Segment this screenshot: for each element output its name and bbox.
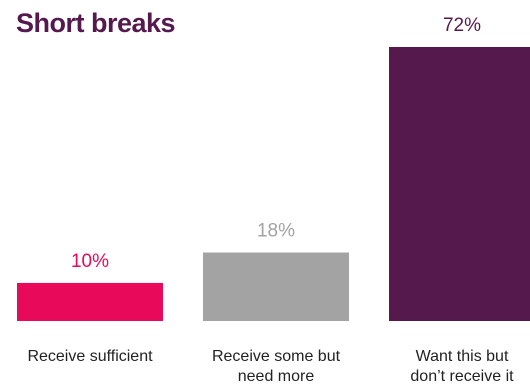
category-label-3-line-2: don’t receive it xyxy=(410,368,514,385)
value-label-2: 18% xyxy=(257,221,295,242)
category-label-3-line-1: Want this but xyxy=(416,348,509,365)
category-label-2-line-2: need more xyxy=(238,368,315,385)
bar-2 xyxy=(203,252,349,321)
category-label-1-line-1: Receive sufficient xyxy=(27,348,153,365)
bar-3 xyxy=(389,47,530,321)
value-label-1: 10% xyxy=(71,251,109,272)
chart-title: Short breaks xyxy=(16,8,176,38)
category-label-2-line-1: Receive some but xyxy=(212,348,341,365)
bar-1 xyxy=(17,282,163,321)
value-label-3: 72% xyxy=(443,15,481,36)
